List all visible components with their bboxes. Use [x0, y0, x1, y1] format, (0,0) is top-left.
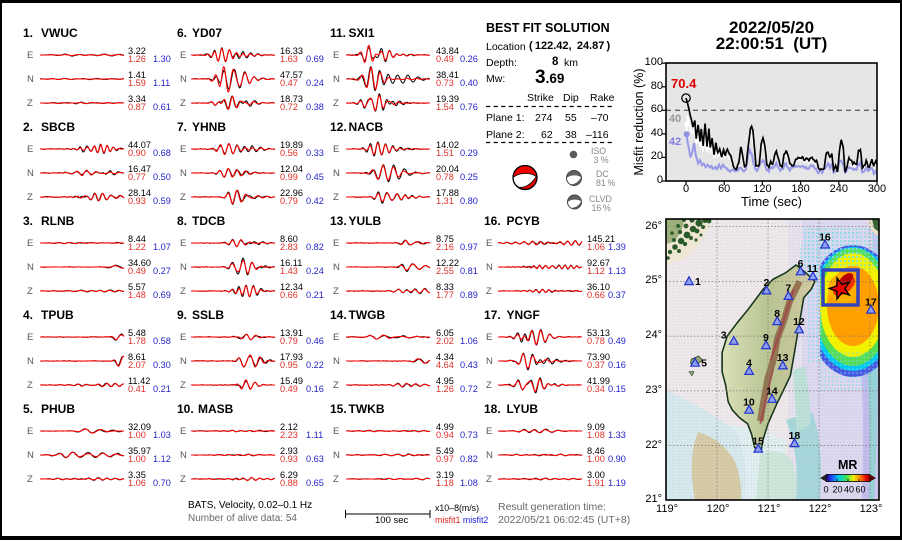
svg-text:16: 16: [819, 231, 831, 243]
svg-text:60: 60: [855, 485, 865, 495]
svg-text:7: 7: [785, 283, 791, 295]
svg-text:13: 13: [777, 352, 789, 364]
svg-text:2: 2: [764, 277, 770, 289]
svg-text:3: 3: [721, 330, 727, 342]
svg-text:20: 20: [832, 485, 842, 495]
svg-text:4: 4: [746, 358, 752, 370]
svg-text:17: 17: [865, 296, 877, 308]
svg-text:12: 12: [793, 316, 805, 328]
svg-text:0: 0: [823, 485, 828, 495]
svg-text:40: 40: [844, 485, 854, 495]
svg-text:Misfit reduction (%): Misfit reduction (%): [632, 69, 646, 176]
svg-text:MR: MR: [838, 458, 857, 472]
svg-text:1: 1: [695, 276, 701, 288]
svg-text:18: 18: [789, 430, 801, 442]
svg-text:15: 15: [752, 435, 764, 447]
svg-text:8: 8: [774, 308, 780, 320]
svg-text:10: 10: [743, 397, 755, 409]
svg-text:11: 11: [807, 263, 818, 275]
svg-text:5: 5: [701, 358, 707, 370]
svg-text:9: 9: [763, 332, 769, 344]
svg-text:14: 14: [766, 386, 778, 398]
svg-text:6: 6: [798, 258, 804, 270]
